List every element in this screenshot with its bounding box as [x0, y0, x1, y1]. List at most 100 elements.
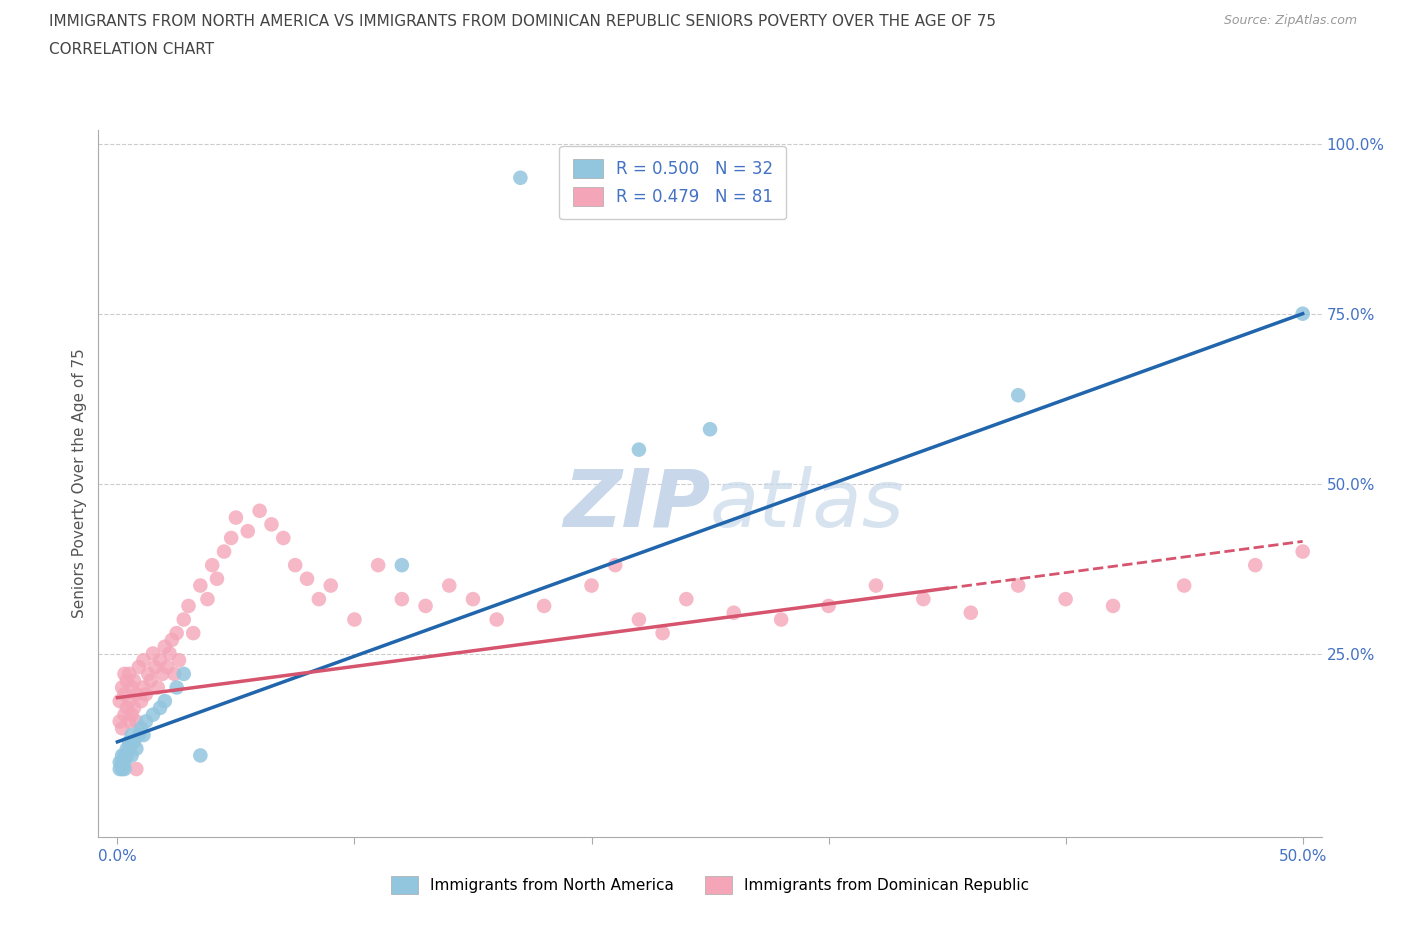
- Point: [114, 667, 136, 682]
- Text: Source: ZipAtlas.com: Source: ZipAtlas.com: [1223, 14, 1357, 27]
- Point: [111, 721, 134, 736]
- Point: [166, 626, 188, 641]
- Point: [439, 578, 461, 593]
- Point: [1102, 599, 1125, 614]
- Point: [1007, 388, 1029, 403]
- Point: [1244, 558, 1267, 573]
- Point: [212, 544, 235, 559]
- Point: [163, 667, 186, 682]
- Point: [153, 639, 176, 654]
- Point: [509, 170, 531, 185]
- Point: [181, 626, 204, 641]
- Point: [675, 591, 697, 606]
- Point: [143, 659, 166, 674]
- Legend: Immigrants from North America, Immigrants from Dominican Republic: Immigrants from North America, Immigrant…: [384, 870, 1036, 900]
- Point: [111, 680, 134, 695]
- Point: [284, 558, 307, 573]
- Point: [118, 714, 141, 729]
- Point: [111, 748, 134, 763]
- Point: [108, 755, 131, 770]
- Point: [114, 762, 136, 777]
- Point: [128, 659, 150, 674]
- Point: [128, 727, 150, 742]
- Point: [723, 605, 745, 620]
- Point: [249, 503, 271, 518]
- Point: [125, 741, 148, 756]
- Point: [135, 687, 157, 702]
- Point: [188, 748, 212, 763]
- Point: [485, 612, 508, 627]
- Point: [912, 591, 935, 606]
- Point: [1292, 306, 1315, 321]
- Point: [142, 646, 165, 661]
- Point: [770, 612, 793, 627]
- Point: [115, 700, 138, 715]
- Point: [135, 714, 157, 729]
- Point: [391, 558, 413, 573]
- Point: [114, 748, 136, 763]
- Point: [160, 632, 183, 647]
- Point: [129, 721, 152, 736]
- Point: [197, 591, 219, 606]
- Point: [699, 422, 721, 437]
- Point: [121, 680, 143, 695]
- Text: ZIP: ZIP: [562, 466, 710, 544]
- Y-axis label: Seniors Poverty Over the Age of 75: Seniors Poverty Over the Age of 75: [72, 349, 87, 618]
- Point: [129, 694, 152, 709]
- Point: [391, 591, 413, 606]
- Point: [319, 578, 342, 593]
- Text: atlas: atlas: [710, 466, 905, 544]
- Point: [132, 727, 155, 742]
- Point: [115, 741, 138, 756]
- Point: [308, 591, 330, 606]
- Point: [139, 673, 162, 688]
- Point: [152, 667, 174, 682]
- Point: [108, 714, 131, 729]
- Point: [273, 530, 295, 545]
- Point: [118, 694, 141, 709]
- Point: [122, 700, 145, 715]
- Point: [461, 591, 484, 606]
- Point: [114, 707, 136, 722]
- Point: [132, 653, 155, 668]
- Point: [581, 578, 603, 593]
- Point: [125, 714, 148, 729]
- Point: [159, 646, 181, 661]
- Point: [1292, 544, 1315, 559]
- Point: [149, 653, 172, 668]
- Point: [533, 599, 555, 614]
- Point: [108, 762, 131, 777]
- Point: [122, 735, 145, 750]
- Point: [367, 558, 389, 573]
- Point: [188, 578, 212, 593]
- Point: [627, 442, 650, 457]
- Point: [125, 687, 148, 702]
- Point: [115, 673, 138, 688]
- Point: [122, 673, 145, 688]
- Point: [146, 680, 169, 695]
- Point: [817, 599, 839, 614]
- Point: [121, 727, 143, 742]
- Point: [605, 558, 627, 573]
- Point: [219, 530, 242, 545]
- Point: [1173, 578, 1195, 593]
- Point: [343, 612, 366, 627]
- Point: [177, 599, 200, 614]
- Point: [136, 667, 159, 682]
- Point: [156, 659, 179, 674]
- Point: [132, 680, 155, 695]
- Point: [166, 680, 188, 695]
- Point: [415, 599, 437, 614]
- Point: [115, 748, 138, 763]
- Point: [205, 571, 228, 586]
- Point: [108, 694, 131, 709]
- Point: [114, 755, 136, 770]
- Point: [118, 667, 141, 682]
- Point: [114, 687, 136, 702]
- Point: [111, 755, 134, 770]
- Text: IMMIGRANTS FROM NORTH AMERICA VS IMMIGRANTS FROM DOMINICAN REPUBLIC SENIORS POVE: IMMIGRANTS FROM NORTH AMERICA VS IMMIGRA…: [49, 14, 997, 29]
- Point: [651, 626, 673, 641]
- Point: [111, 762, 134, 777]
- Point: [121, 748, 143, 763]
- Point: [149, 700, 172, 715]
